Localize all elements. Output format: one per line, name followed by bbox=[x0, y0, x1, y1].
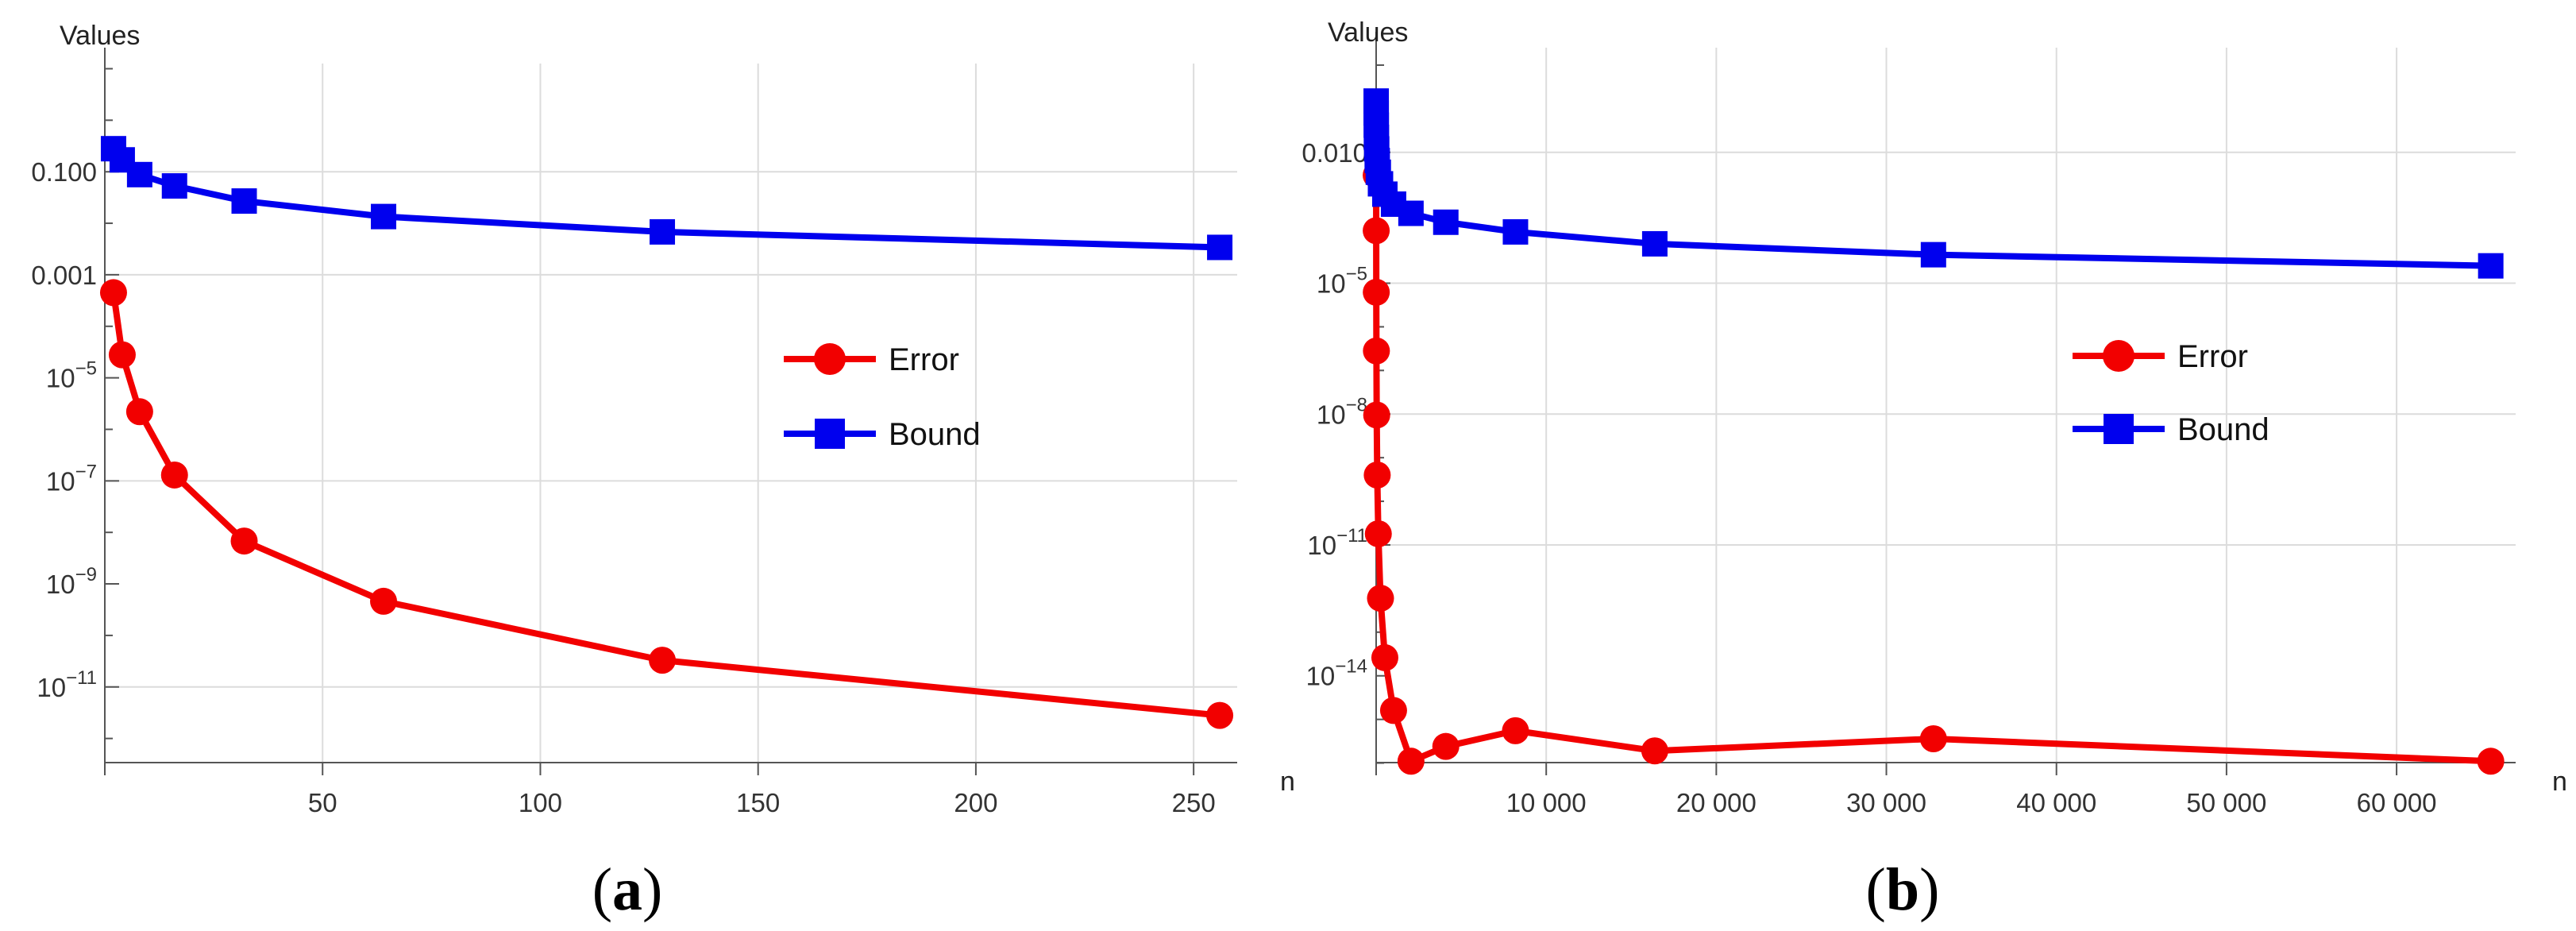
data-point bbox=[1363, 462, 1391, 489]
panel-caption: (a) bbox=[592, 856, 663, 923]
data-point bbox=[1432, 732, 1460, 760]
data-point bbox=[1502, 218, 1529, 245]
y-tick-label: 10−8 bbox=[1317, 394, 1367, 429]
series-error bbox=[99, 279, 1234, 729]
series-line bbox=[1373, 175, 2491, 765]
series-error bbox=[1363, 161, 2505, 775]
data-point bbox=[1363, 401, 1390, 429]
x-axis-label: n bbox=[2552, 767, 2567, 797]
legend-marker-error bbox=[2103, 340, 2134, 372]
data-point bbox=[1363, 278, 1390, 306]
data-point bbox=[1433, 209, 1459, 235]
data-point bbox=[2477, 748, 2505, 775]
data-point bbox=[1371, 643, 1398, 671]
y-tick-label: 10−5 bbox=[1317, 264, 1367, 299]
legend-label-bound: Bound bbox=[889, 417, 981, 452]
series-line bbox=[1373, 101, 2491, 269]
data-point bbox=[370, 587, 398, 615]
x-tick-label: 250 bbox=[1172, 788, 1216, 817]
data-point bbox=[230, 527, 258, 555]
y-tick-label: 10−7 bbox=[46, 461, 97, 496]
chart-panel-a: 50 100 150 200 250 0.100 0.001 10−5 10−7 10−9 10−1… bbox=[31, 21, 1295, 923]
data-point bbox=[1363, 217, 1390, 245]
y-tick-label: 10−5 bbox=[46, 358, 97, 393]
data-point bbox=[99, 279, 127, 307]
legend-marker-error bbox=[814, 343, 846, 375]
legend-marker-bound bbox=[2104, 414, 2134, 444]
data-point bbox=[1379, 697, 1407, 724]
legend-label-error: Error bbox=[889, 342, 959, 377]
data-point bbox=[649, 647, 677, 674]
x-tick-label: 50 000 bbox=[2186, 788, 2266, 817]
series-bound bbox=[100, 136, 1233, 261]
x-tick-label: 10 000 bbox=[1506, 788, 1587, 817]
data-point bbox=[1207, 234, 1233, 261]
series-bound bbox=[1363, 88, 2504, 279]
data-point bbox=[1397, 748, 1425, 775]
legend: Error Bound bbox=[784, 342, 981, 452]
legend-marker-bound bbox=[815, 419, 845, 449]
data-point bbox=[161, 173, 187, 199]
data-point bbox=[231, 188, 257, 214]
x-axis-label: n bbox=[1280, 767, 1295, 797]
y-tick-label: 10−11 bbox=[37, 667, 97, 702]
y-tick-label: 10−9 bbox=[46, 564, 97, 599]
data-point bbox=[1364, 520, 1392, 547]
legend-label-error: Error bbox=[2177, 339, 2248, 374]
x-tick-label: 30 000 bbox=[1846, 788, 1926, 817]
y-tick-label: 0.010 bbox=[1301, 138, 1367, 168]
data-point bbox=[108, 341, 136, 369]
y-axis-label: Values bbox=[60, 21, 140, 51]
data-point bbox=[371, 203, 397, 230]
x-tick-label: 20 000 bbox=[1676, 788, 1757, 817]
data-point bbox=[1919, 724, 1947, 752]
data-point bbox=[1398, 200, 1424, 226]
data-point bbox=[1206, 701, 1234, 729]
gridlines bbox=[1376, 48, 2516, 763]
x-tick-label: 150 bbox=[736, 788, 780, 817]
data-point bbox=[650, 218, 676, 245]
legend-label-bound: Bound bbox=[2177, 412, 2269, 447]
data-point bbox=[2478, 253, 2504, 279]
data-point bbox=[1641, 737, 1668, 765]
data-point bbox=[1367, 585, 1394, 612]
x-tick-label: 100 bbox=[519, 788, 562, 817]
y-tick-label: 10−11 bbox=[1307, 525, 1367, 560]
data-point bbox=[1363, 337, 1390, 365]
x-tick-label: 40 000 bbox=[2016, 788, 2096, 817]
x-tick-label: 50 bbox=[308, 788, 337, 817]
legend: Error Bound bbox=[2073, 339, 2269, 447]
data-point bbox=[125, 398, 153, 426]
data-point bbox=[1502, 717, 1529, 744]
chart-panel-b: 10 000 20 000 30 000 40 000 50 000 60 000 0.01… bbox=[1301, 17, 2567, 923]
data-point bbox=[1641, 230, 1668, 257]
panel-caption: (b) bbox=[1866, 856, 1940, 923]
y-tick-label: 0.100 bbox=[31, 157, 97, 187]
data-point bbox=[160, 461, 188, 489]
y-tick-label: 0.001 bbox=[31, 261, 97, 290]
x-tick-label: 60 000 bbox=[2357, 788, 2437, 817]
data-point bbox=[126, 161, 152, 187]
x-tick-label: 200 bbox=[954, 788, 997, 817]
data-point bbox=[1920, 241, 1946, 268]
y-axis-label: Values bbox=[1328, 17, 1408, 48]
y-tick-label: 10−14 bbox=[1306, 656, 1367, 691]
gridlines bbox=[105, 64, 1237, 763]
